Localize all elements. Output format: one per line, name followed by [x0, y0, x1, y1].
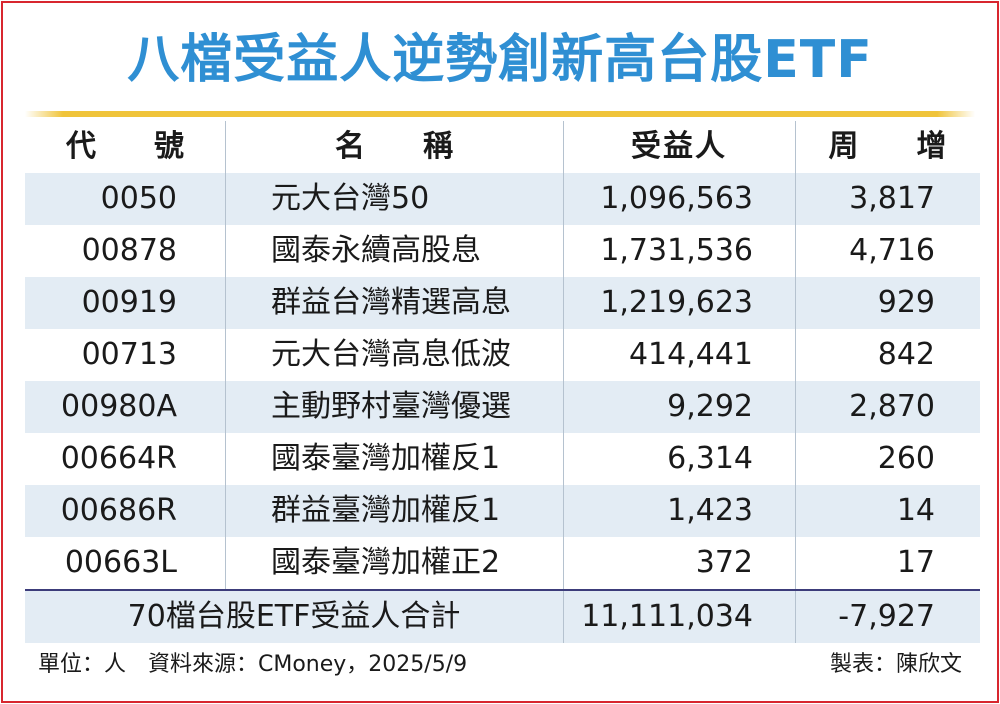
- table-row: 00878 國泰永續高股息 1,731,536 4,716: [25, 225, 980, 277]
- cell-weekly-change: 2,870: [849, 389, 935, 424]
- cell-code: 00878: [81, 233, 177, 268]
- column-divider: [795, 591, 796, 643]
- cell-code: 00686R: [60, 493, 177, 528]
- header-name: 名 稱: [335, 129, 467, 164]
- cell-name: 群益台灣精選高息: [271, 285, 511, 320]
- page-title: 八檔受益人逆勢創新高台股ETF: [127, 30, 873, 90]
- cell-holders: 1,423: [667, 493, 753, 528]
- cell-name: 元大台灣50: [271, 181, 430, 216]
- column-divider: [563, 591, 564, 643]
- cell-holders: 1,219,623: [600, 285, 753, 320]
- column-divider: [225, 121, 226, 589]
- column-divider: [795, 121, 796, 589]
- credit-note: 製表：陳欣文: [829, 652, 962, 677]
- column-divider: [563, 121, 564, 589]
- cell-name: 群益臺灣加權反1: [271, 493, 501, 528]
- cell-weekly-change: 17: [896, 545, 935, 580]
- source-note: 單位：人 資料來源：CMoney，2025/5/9: [38, 652, 468, 677]
- cell-name: 國泰永續高股息: [271, 233, 481, 268]
- cell-holders: 1,096,563: [600, 181, 753, 216]
- cell-holders: 1,731,536: [600, 233, 753, 268]
- table-row: 00980A 主動野村臺灣優選 9,292 2,870: [25, 381, 980, 433]
- cell-name: 國泰臺灣加權正2: [271, 545, 501, 580]
- title-divider: [25, 111, 975, 117]
- cell-code: 00663L: [64, 545, 177, 580]
- total-row: 70檔台股ETF受益人合計 11,111,034 -7,927: [25, 591, 980, 643]
- cell-weekly-change: 14: [896, 493, 935, 528]
- table-row: 0050 元大台灣50 1,096,563 3,817: [25, 173, 980, 225]
- etf-table: 代 號 名 稱 受益人 周 增 0050 元大台灣50 1,096,563 3,…: [25, 121, 980, 643]
- table-row: 00686R 群益臺灣加權反1 1,423 14: [25, 485, 980, 537]
- cell-holders: 372: [695, 545, 753, 580]
- cell-code: 00980A: [61, 389, 177, 424]
- table-row: 00664R 國泰臺灣加權反1 6,314 260: [25, 433, 980, 485]
- cell-code: 00713: [81, 337, 177, 372]
- cell-code: 00664R: [60, 441, 177, 476]
- total-divider: [25, 589, 980, 591]
- cell-name: 國泰臺灣加權反1: [271, 441, 501, 476]
- cell-weekly-change: 842: [877, 337, 935, 372]
- cell-code: 00919: [81, 285, 177, 320]
- cell-weekly-change: 3,817: [849, 181, 935, 216]
- cell-holders: 6,314: [667, 441, 753, 476]
- table-header: 代 號 名 稱 受益人 周 增: [25, 121, 980, 173]
- cell-name: 主動野村臺灣優選: [271, 389, 511, 424]
- header-code: 代 號: [66, 129, 198, 164]
- header-holders: 受益人: [631, 129, 727, 164]
- cell-weekly-change: 260: [877, 441, 935, 476]
- total-holders: 11,111,034: [581, 599, 753, 634]
- table-row: 00919 群益台灣精選高息 1,219,623 929: [25, 277, 980, 329]
- cell-holders: 414,441: [628, 337, 753, 372]
- table-row: 00663L 國泰臺灣加權正2 372 17: [25, 537, 980, 589]
- header-weekly-change: 周 增: [828, 129, 961, 164]
- total-label: 70檔台股ETF受益人合計: [127, 599, 461, 634]
- cell-code: 0050: [100, 181, 177, 216]
- table-row: 00713 元大台灣高息低波 414,441 842: [25, 329, 980, 381]
- cell-name: 元大台灣高息低波: [271, 337, 511, 372]
- total-weekly-change: -7,927: [838, 599, 935, 634]
- cell-weekly-change: 4,716: [849, 233, 935, 268]
- cell-holders: 9,292: [667, 389, 753, 424]
- cell-weekly-change: 929: [877, 285, 935, 320]
